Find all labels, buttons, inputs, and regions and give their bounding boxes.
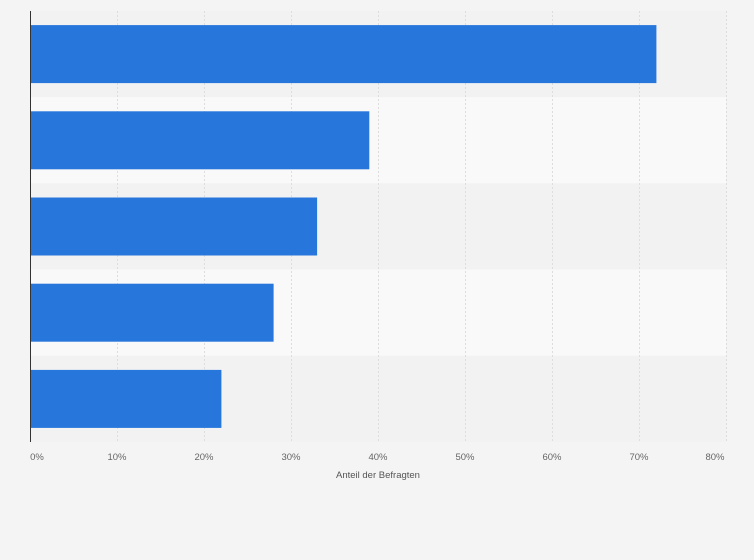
x-tick-label: 60%: [542, 452, 562, 463]
bar[interactable]: [30, 197, 318, 256]
bar[interactable]: [30, 283, 274, 342]
x-tick-label: 80%: [705, 452, 725, 463]
x-tick-label: 40%: [368, 452, 388, 463]
x-tick-label: 10%: [107, 452, 127, 463]
x-tick-label: 20%: [194, 452, 214, 463]
x-tick-label: 0%: [30, 452, 44, 463]
bar[interactable]: [30, 369, 222, 428]
x-tick-label: 50%: [455, 452, 475, 463]
bars: [30, 25, 657, 428]
x-tick-label: 70%: [629, 452, 649, 463]
x-axis-ticks: 0% 10% 20% 30% 40% 50% 60% 70% 80%: [30, 452, 725, 463]
bar[interactable]: [30, 25, 657, 84]
x-axis-title: Anteil der Befragten: [336, 470, 420, 481]
x-tick-label: 30%: [281, 452, 301, 463]
bar[interactable]: [30, 111, 370, 170]
